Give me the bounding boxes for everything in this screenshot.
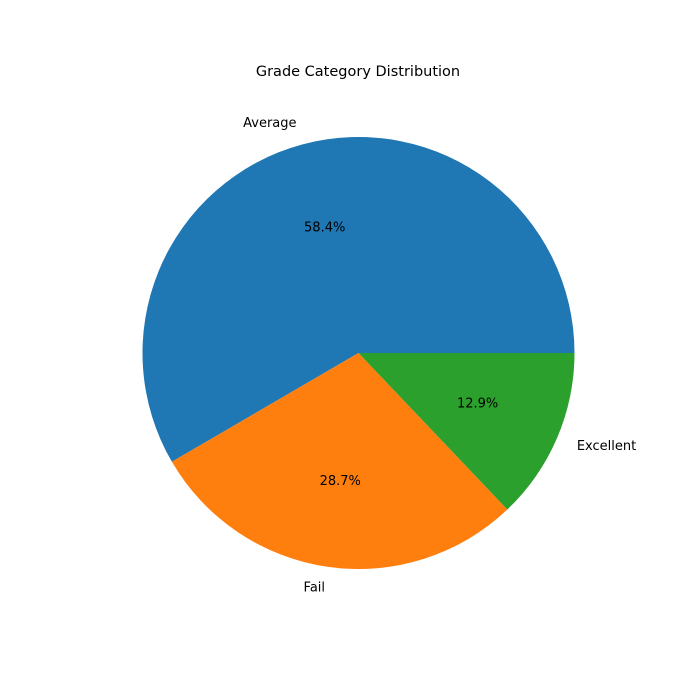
slice-percent-average: 58.4% — [304, 220, 345, 235]
slice-percent-excellent: 12.9% — [457, 397, 498, 412]
slice-percent-fail: 28.7% — [320, 474, 361, 489]
pie-slices — [142, 137, 575, 569]
slice-label-fail: Fail — [304, 581, 325, 596]
pie-labels: Average 58.4% Fail 28.7% Excellent 12.9% — [243, 116, 636, 596]
slice-label-excellent: Excellent — [577, 439, 636, 454]
slice-label-average: Average — [243, 116, 296, 131]
pie-slice-average — [142, 137, 575, 462]
pie-slice-fail — [171, 353, 508, 569]
chart-title: Grade Category Distribution — [256, 64, 460, 80]
pie-slice-excellent — [358, 353, 575, 510]
